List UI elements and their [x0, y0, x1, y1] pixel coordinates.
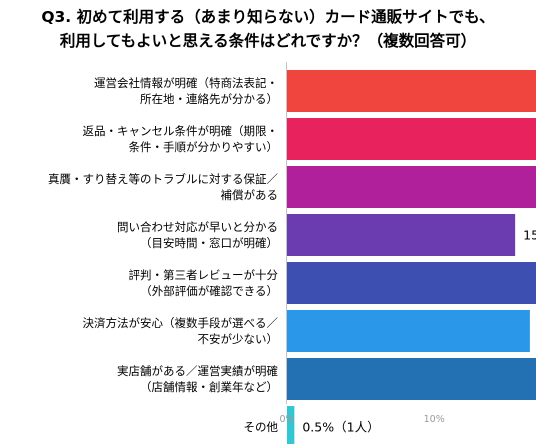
chart-title-line-1: Q3. 初めて利用する（あまり知らない）カード通販サイトでも、	[41, 7, 494, 26]
category-label-5-line-1: 評判・第三者レビューが十分	[129, 268, 279, 282]
bar-8	[287, 406, 295, 444]
bar-4	[287, 214, 516, 256]
category-label-1-line-2: 所在地・連絡先が分かる）	[140, 92, 278, 106]
chart-marks: 運営会社情報が明確（特商法表記・所在地・連絡先が分かる）22.5%（45人）返品…	[48, 70, 536, 444]
category-label-7-line-1: 実店舗がある／運営実績が明確	[117, 364, 278, 378]
x-tick-label-1: 0%	[279, 414, 294, 425]
bar-1	[287, 70, 536, 112]
data-label-8: 0.5%（1人）	[302, 420, 379, 435]
category-label-3-line-1: 真贋・すり替え等のトラブルに対する保証／	[48, 172, 278, 186]
category-label-2-line-2: 条件・手順が分かりやすい）	[129, 140, 279, 154]
category-label-4-line-2: （目安時間・窓口が明確）	[140, 236, 278, 250]
category-label-6-line-1: 決済方法が安心（複数手段が選べる／	[83, 316, 279, 330]
x-tick-label-2: 10%	[424, 414, 445, 425]
bar-6	[287, 310, 530, 352]
chart-title-line-2: 利用してもよいと思える条件はどれですか？（複数回答可）	[60, 31, 476, 50]
bar-3	[287, 166, 536, 208]
category-label-3-line-2: 補償がある	[221, 188, 279, 202]
category-label-6-line-2: 不安が少ない）	[198, 332, 279, 346]
category-label-7-line-2: （店舗情報・創業年など）	[140, 380, 278, 394]
category-label-2-line-1: 返品・キャンセル条件が明確（期限・	[83, 124, 279, 138]
category-label-4-line-1: 問い合わせ対応が早いと分かる	[117, 220, 278, 234]
category-label-5-line-2: （外部評価が確認できる）	[140, 284, 278, 298]
bar-7	[287, 358, 536, 400]
data-label-4: 15.5%（31人）	[523, 228, 536, 243]
bar-2	[287, 118, 536, 160]
category-label-1-line-1: 運営会社情報が明確（特商法表記・	[94, 76, 278, 90]
bar-5	[287, 262, 536, 304]
category-label-8-line-1: その他	[244, 420, 279, 434]
